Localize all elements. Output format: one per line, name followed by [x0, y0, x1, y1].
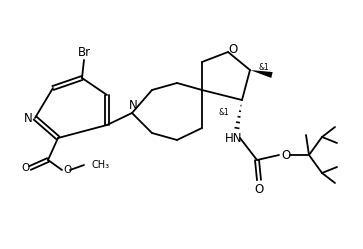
Text: N: N — [24, 112, 32, 124]
Text: CH₃: CH₃ — [92, 160, 110, 170]
Text: &1: &1 — [258, 62, 269, 71]
Polygon shape — [250, 70, 273, 78]
Text: O: O — [228, 43, 238, 56]
Text: O: O — [63, 165, 71, 175]
Text: HN: HN — [225, 131, 243, 144]
Text: Br: Br — [77, 46, 90, 59]
Text: N: N — [129, 99, 137, 112]
Text: &1: &1 — [219, 108, 229, 117]
Text: O: O — [21, 163, 29, 173]
Text: O: O — [254, 183, 264, 195]
Text: O: O — [281, 148, 291, 162]
